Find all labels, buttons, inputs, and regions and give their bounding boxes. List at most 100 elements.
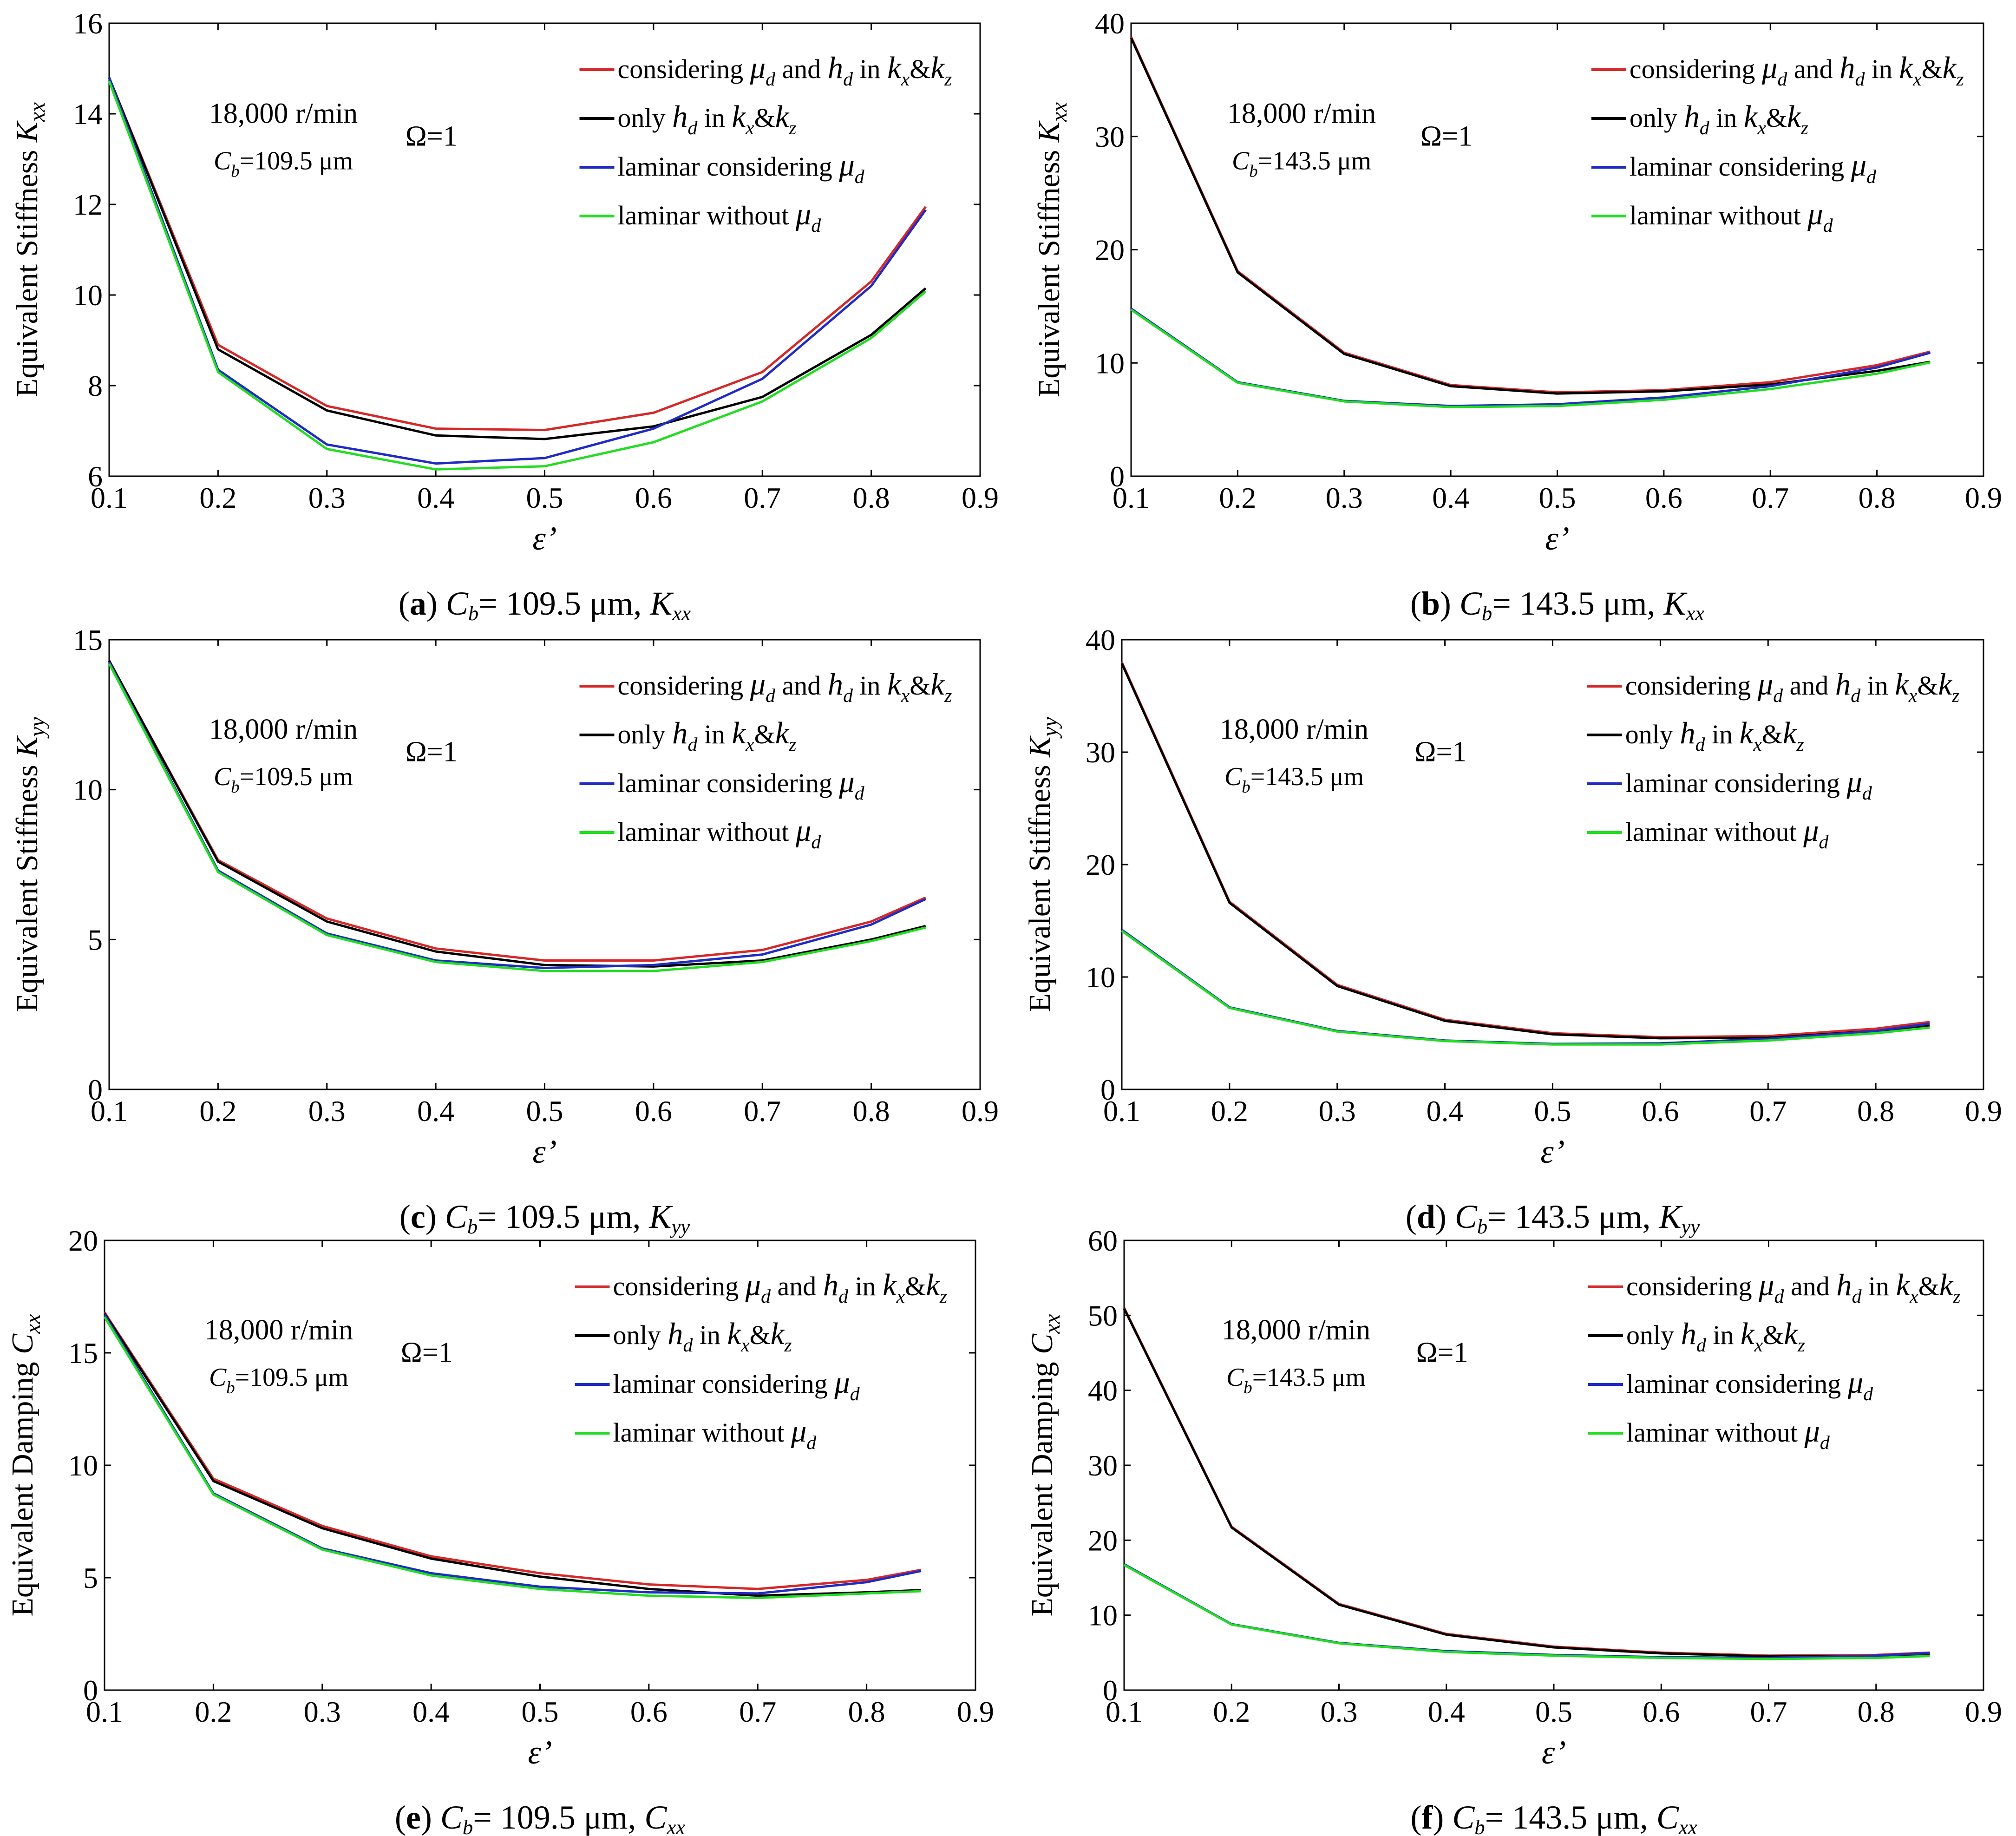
legend-entry-s3: laminar considering μd	[618, 765, 864, 804]
panel-caption: (e) Cb= 109.5 μm, Cxx	[395, 1799, 685, 1836]
cb-annotation: Cb=143.5 μm	[1232, 147, 1371, 181]
x-tick-label: 0.4	[417, 1095, 454, 1128]
series-line-s1	[1123, 1307, 1930, 1657]
x-tick-label: 0.6	[1643, 1695, 1680, 1728]
y-tick-label: 10	[1095, 347, 1125, 380]
x-tick-label: 0.5	[526, 1095, 563, 1128]
panel-b: 0.1 0.2 0.3 0.4 0.5 0.6 0.7 0.8 0.9 0 10 20 30 40 ε’ Eq…	[1032, 7, 2002, 625]
y-tick-label: 30	[1095, 120, 1125, 153]
y-tick-label: 20	[1088, 1524, 1118, 1557]
cb-annotation: Cb=143.5 μm	[1226, 1363, 1366, 1397]
legend-entry-s2: only hd in kx&kz	[618, 100, 797, 139]
y-tick-label: 0	[1110, 460, 1125, 493]
legend-entry-s2: only hd in kx&kz	[1625, 716, 1804, 755]
series-line-s4	[1130, 308, 1931, 408]
x-tick-label: 0.3	[1321, 1695, 1358, 1728]
panel-c: 0.1 0.2 0.3 0.4 0.5 0.6 0.7 0.8 0.9 0 5 10 15 ε’ Equiv…	[10, 623, 999, 1238]
series-line-s4	[108, 663, 926, 972]
legend-entry-s1: considering μd and hd in kx&kz	[618, 51, 952, 90]
legend-entry-s1: considering μd and hd in kx&kz	[1630, 51, 1964, 90]
y-tick-label: 40	[1088, 1374, 1118, 1407]
y-axis-label: Equivalent Stiffness Kxx	[1032, 102, 1072, 397]
legend-entry-s3: laminar considering μd	[613, 1366, 860, 1405]
series-line-s1	[108, 660, 926, 962]
y-tick-label: 8	[88, 369, 103, 402]
x-tick-label: 0.8	[853, 481, 890, 514]
y-tick-label: 15	[68, 1337, 98, 1370]
legend-entry-s3: laminar considering μd	[1626, 1366, 1873, 1405]
legend-entry-s4: laminar without μd	[618, 814, 821, 853]
panel-caption: (b) Cb= 143.5 μm, Kxx	[1410, 585, 1704, 625]
legend-entry-s2: only hd in kx&kz	[1626, 1317, 1805, 1356]
x-tick-label: 0.3	[304, 1695, 341, 1728]
x-tick-label: 0.6	[635, 1095, 672, 1128]
x-axis-label: ε’	[532, 520, 556, 557]
legend-entry-s1: considering μd and hd in kx&kz	[1625, 668, 1960, 707]
x-tick-label: 0.8	[1859, 481, 1896, 514]
plot-frame	[108, 639, 981, 1090]
panel-caption: (a) Cb= 109.5 μm, Kxx	[399, 585, 691, 625]
omega-annotation: Ω=1	[1420, 120, 1473, 152]
legend-entry-s2: only hd in kx&kz	[618, 716, 797, 755]
x-tick-label: 0.1	[91, 1095, 128, 1128]
x-tick-label: 0.4	[1432, 481, 1469, 514]
omega-annotation: Ω=1	[406, 736, 458, 767]
series-line-s4	[1123, 1564, 1930, 1660]
y-tick-label: 0	[1100, 1073, 1115, 1106]
series-line-s2	[1123, 1308, 1930, 1658]
legend-entry-s1: considering μd and hd in kx&kz	[613, 1268, 948, 1307]
y-tick-label: 30	[1086, 736, 1115, 769]
omega-annotation: Ω=1	[1416, 1337, 1468, 1368]
x-tick-label: 0.2	[195, 1695, 232, 1728]
x-tick-label: 0.2	[1213, 1695, 1250, 1728]
x-axis-label: ε’	[1542, 1734, 1566, 1771]
plot-frame	[104, 1239, 976, 1691]
cb-annotation: Cb=143.5 μm	[1224, 762, 1364, 797]
x-tick-label: 0.1	[91, 481, 128, 514]
x-tick-label: 0.9	[957, 1695, 994, 1728]
panel-caption: (d) Cb= 143.5 μm, Kyy	[1406, 1198, 1700, 1238]
y-tick-label: 50	[1088, 1299, 1118, 1332]
panel-e: 0.1 0.2 0.3 0.4 0.5 0.6 0.7 0.8 0.9 0 5 10 15 20 ε’ Equ…	[6, 1224, 994, 1836]
series-line-s3	[1121, 929, 1930, 1045]
x-tick-label: 0.2	[1211, 1095, 1248, 1128]
x-tick-label: 0.5	[526, 481, 563, 514]
x-tick-label: 0.7	[744, 1095, 781, 1128]
x-tick-label: 0.7	[739, 1695, 776, 1728]
x-tick-label: 0.7	[1750, 1695, 1787, 1728]
y-tick-label: 10	[73, 774, 103, 807]
x-tick-label: 0.4	[1427, 1095, 1464, 1128]
x-tick-label: 0.3	[1319, 1095, 1356, 1128]
x-tick-label: 0.6	[1645, 481, 1682, 514]
x-tick-label: 0.8	[1857, 1095, 1894, 1128]
legend-entry-s1: considering μd and hd in kx&kz	[618, 668, 952, 707]
panel-d: 0.1 0.2 0.3 0.4 0.5 0.6 0.7 0.8 0.9 0 10 20 30 40 ε’ Eq…	[1023, 623, 2002, 1238]
x-tick-label: 0.4	[1428, 1695, 1465, 1728]
x-tick-label: 0.9	[1965, 481, 2002, 514]
x-tick-label: 0.8	[853, 1095, 890, 1128]
series-line-s3	[108, 662, 926, 970]
cb-annotation: Cb=109.5 μm	[214, 762, 353, 797]
panel-caption: (f) Cb= 143.5 μm, Cxx	[1410, 1799, 1697, 1836]
speed-annotation: 18,000 r/min	[1222, 1314, 1370, 1346]
y-tick-label: 20	[1086, 848, 1115, 881]
series-line-s3	[103, 1314, 922, 1595]
x-axis-label: ε’	[528, 1734, 552, 1771]
plot-frame	[1121, 639, 1984, 1090]
x-tick-label: 0.7	[1749, 1095, 1787, 1128]
x-tick-label: 0.6	[1642, 1095, 1679, 1128]
legend-entry-s3: laminar considering μd	[618, 149, 864, 188]
x-tick-label: 0.1	[1113, 481, 1150, 514]
legend-entry-s1: considering μd and hd in kx&kz	[1626, 1268, 1961, 1307]
speed-annotation: 18,000 r/min	[209, 98, 358, 130]
y-tick-label: 0	[83, 1674, 98, 1707]
x-tick-label: 0.7	[744, 481, 781, 514]
legend-entry-s4: laminar without μd	[1630, 197, 1833, 236]
x-tick-label: 0.1	[1106, 1695, 1143, 1728]
x-tick-label: 0.5	[1539, 481, 1576, 514]
y-tick-label: 5	[88, 923, 103, 956]
legend-entry-s4: laminar without μd	[613, 1415, 817, 1454]
y-tick-label: 6	[88, 460, 103, 493]
x-tick-label: 0.2	[199, 1095, 236, 1128]
